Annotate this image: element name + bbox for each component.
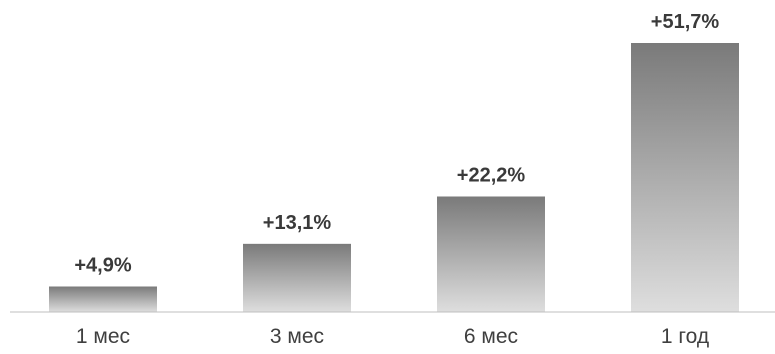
data-label-0: +4,9% [74,255,131,277]
x-tick-label-1: 3 мес [270,325,324,348]
bar-0 [49,286,157,312]
x-tick-label-0: 1 мес [76,325,130,348]
data-label-1: +13,1% [263,212,332,234]
data-label-2: +22,2% [457,164,526,186]
bars-group [49,43,739,312]
x-tick-labels-group: 1 мес 3 мес 6 мес 1 год [76,325,709,348]
data-label-3: +51,7% [651,11,720,33]
x-tick-label-2: 6 мес [464,325,518,348]
bar-2 [437,196,545,312]
data-labels-group: +4,9% +13,1% +22,2% +51,7% [74,11,719,277]
bar-3 [631,43,739,312]
x-tick-label-3: 1 год [661,325,709,348]
bar-1 [243,243,351,312]
